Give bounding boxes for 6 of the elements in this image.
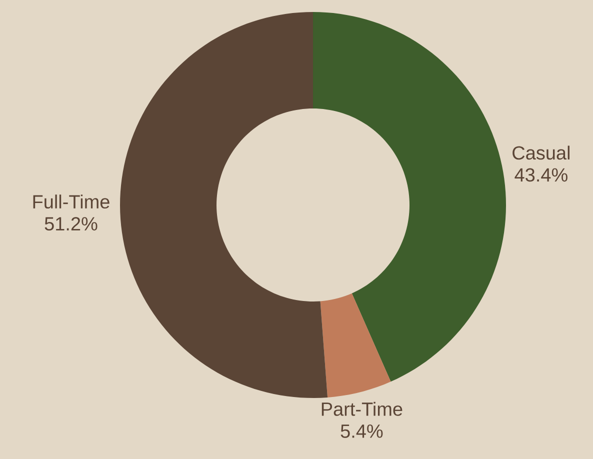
- slice-label: Casual: [512, 146, 570, 160]
- data-label: 5.4%: [340, 424, 383, 438]
- data-label: 51.2%: [44, 217, 98, 231]
- data-label: 43.4%: [514, 168, 568, 182]
- slice-label: Full-Time: [33, 194, 110, 209]
- slice-label: Part-Time: [322, 402, 402, 416]
